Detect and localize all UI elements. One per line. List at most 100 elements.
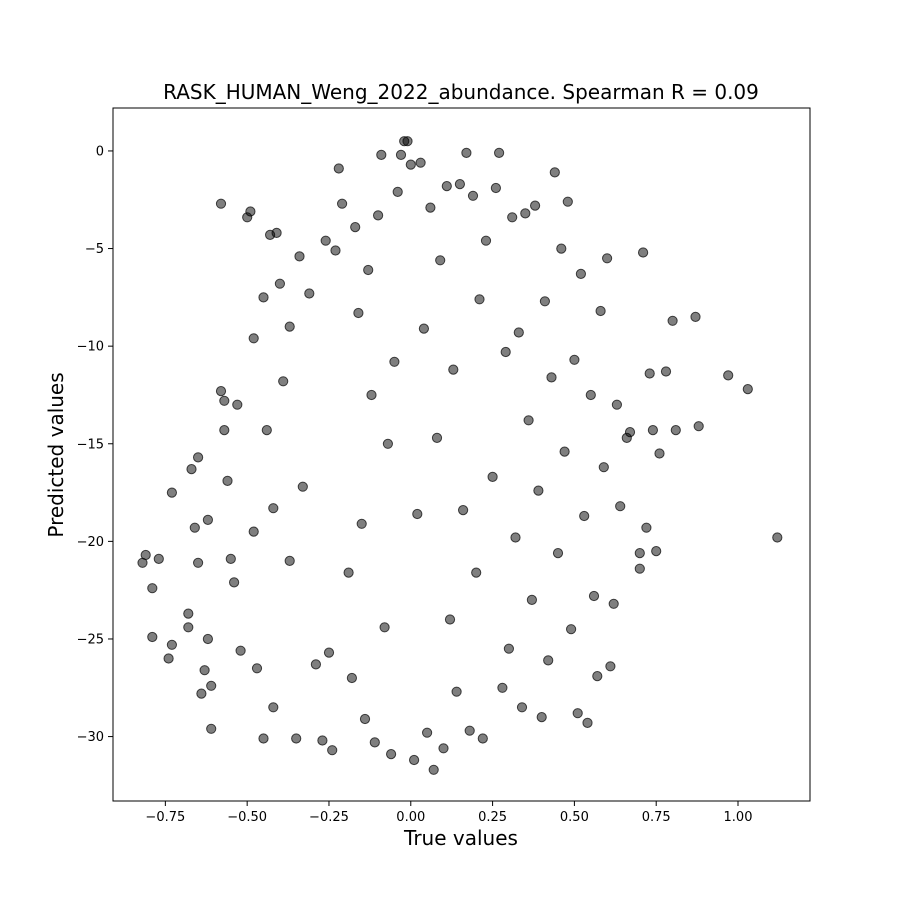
data-point bbox=[284, 555, 295, 567]
data-point bbox=[566, 624, 577, 635]
data-point bbox=[415, 157, 426, 168]
data-point bbox=[660, 366, 672, 377]
data-point bbox=[435, 255, 446, 266]
y-tick-label: −25 bbox=[77, 632, 104, 647]
data-point bbox=[693, 421, 704, 432]
data-point bbox=[294, 251, 305, 262]
y-tick-label: −5 bbox=[85, 242, 104, 257]
data-point bbox=[166, 639, 177, 650]
data-point bbox=[310, 659, 321, 670]
data-point bbox=[219, 425, 230, 436]
data-point bbox=[428, 764, 439, 775]
data-point bbox=[215, 386, 227, 397]
data-point bbox=[588, 590, 600, 602]
data-point bbox=[444, 614, 456, 625]
data-point bbox=[350, 222, 361, 233]
data-point bbox=[572, 708, 583, 719]
data-point bbox=[183, 622, 194, 633]
x-tick-label: −0.25 bbox=[309, 810, 349, 825]
data-point bbox=[268, 503, 279, 514]
data-point bbox=[634, 563, 645, 574]
data-point bbox=[667, 315, 678, 326]
data-point bbox=[772, 532, 783, 543]
data-point bbox=[196, 688, 207, 699]
data-point bbox=[513, 327, 524, 338]
data-point bbox=[193, 452, 204, 463]
data-point bbox=[373, 210, 384, 221]
x-tick-label: 0.25 bbox=[478, 810, 507, 825]
data-point bbox=[641, 522, 652, 533]
data-point bbox=[569, 354, 580, 365]
data-point bbox=[497, 682, 508, 693]
data-point bbox=[140, 549, 151, 561]
data-point bbox=[304, 288, 315, 299]
plot-frame bbox=[112, 107, 811, 802]
data-point bbox=[595, 305, 606, 317]
data-point bbox=[284, 321, 295, 332]
data-point bbox=[477, 733, 488, 744]
y-tick-label: −20 bbox=[77, 535, 104, 550]
y-axis-label: Predicted values bbox=[44, 372, 68, 537]
data-point bbox=[575, 268, 587, 279]
data-point bbox=[359, 713, 371, 725]
y-axis-ticks: 0 −5 −10 −15 −20 −25 −30 bbox=[77, 144, 113, 745]
data-point bbox=[510, 532, 521, 543]
x-tick-label: 0.50 bbox=[560, 810, 589, 825]
data-point bbox=[219, 395, 230, 406]
data-point bbox=[507, 212, 518, 223]
data-point bbox=[448, 364, 459, 375]
data-point bbox=[431, 432, 443, 443]
data-point bbox=[418, 323, 429, 334]
data-point bbox=[552, 548, 564, 559]
data-point bbox=[458, 505, 469, 516]
data-point bbox=[605, 661, 616, 672]
data-point bbox=[592, 671, 603, 682]
data-point bbox=[611, 399, 623, 410]
data-point bbox=[474, 294, 485, 305]
data-point bbox=[494, 147, 505, 158]
data-point bbox=[248, 526, 259, 537]
data-point bbox=[346, 672, 357, 684]
data-point bbox=[337, 198, 348, 209]
data-point bbox=[647, 425, 659, 436]
data-point bbox=[402, 136, 413, 147]
data-point bbox=[189, 522, 200, 533]
data-point bbox=[206, 680, 217, 691]
data-point bbox=[500, 346, 511, 358]
data-point bbox=[363, 264, 374, 276]
chart-title: RASK_HUMAN_Weng_2022_abundance. Spearman… bbox=[163, 80, 759, 104]
data-point bbox=[323, 647, 335, 658]
data-point bbox=[638, 247, 649, 258]
data-point bbox=[291, 733, 302, 744]
data-point bbox=[248, 333, 259, 344]
data-point bbox=[582, 717, 593, 729]
data-point bbox=[441, 181, 452, 192]
data-point bbox=[183, 608, 194, 619]
data-point bbox=[615, 501, 626, 512]
data-point bbox=[278, 376, 289, 387]
data-point bbox=[251, 663, 263, 674]
data-point bbox=[409, 754, 420, 766]
data-point bbox=[412, 508, 423, 520]
x-axis-label: True values bbox=[403, 826, 518, 850]
data-point bbox=[147, 631, 158, 643]
data-point bbox=[193, 557, 204, 568]
data-point bbox=[163, 653, 174, 664]
data-point bbox=[356, 518, 367, 529]
data-point bbox=[261, 425, 272, 436]
data-point bbox=[268, 702, 279, 713]
data-point bbox=[471, 567, 482, 578]
data-point bbox=[490, 182, 501, 194]
data-point bbox=[327, 745, 338, 756]
data-point bbox=[229, 577, 240, 588]
data-point bbox=[215, 198, 227, 209]
data-point bbox=[467, 190, 479, 201]
data-point bbox=[258, 292, 269, 303]
data-point bbox=[549, 167, 560, 178]
y-tick-label: −30 bbox=[77, 730, 104, 745]
data-point bbox=[425, 202, 436, 213]
data-point bbox=[464, 725, 475, 736]
data-point bbox=[330, 245, 341, 256]
